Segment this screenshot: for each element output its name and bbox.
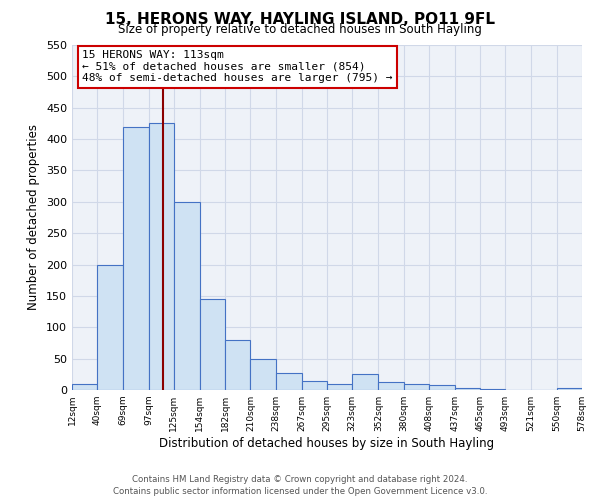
Bar <box>174 202 200 390</box>
Y-axis label: Number of detached properties: Number of detached properties <box>28 124 40 310</box>
Bar <box>200 299 225 390</box>
Bar <box>557 388 582 390</box>
Bar <box>97 264 124 390</box>
Bar <box>72 384 97 390</box>
Text: Contains HM Land Registry data © Crown copyright and database right 2024.
Contai: Contains HM Land Registry data © Crown c… <box>113 474 487 496</box>
Bar <box>352 374 379 390</box>
Bar <box>379 382 404 390</box>
Bar <box>404 384 429 390</box>
Bar <box>250 358 275 390</box>
Bar <box>455 388 480 390</box>
Text: 15 HERONS WAY: 113sqm
← 51% of detached houses are smaller (854)
48% of semi-det: 15 HERONS WAY: 113sqm ← 51% of detached … <box>82 50 392 84</box>
Text: Size of property relative to detached houses in South Hayling: Size of property relative to detached ho… <box>118 22 482 36</box>
Bar <box>327 384 352 390</box>
Bar <box>124 126 149 390</box>
X-axis label: Distribution of detached houses by size in South Hayling: Distribution of detached houses by size … <box>160 437 494 450</box>
Text: 15, HERONS WAY, HAYLING ISLAND, PO11 9FL: 15, HERONS WAY, HAYLING ISLAND, PO11 9FL <box>105 12 495 28</box>
Bar <box>149 124 174 390</box>
Bar <box>225 340 250 390</box>
Bar <box>275 373 302 390</box>
Bar <box>429 385 455 390</box>
Bar <box>302 380 327 390</box>
